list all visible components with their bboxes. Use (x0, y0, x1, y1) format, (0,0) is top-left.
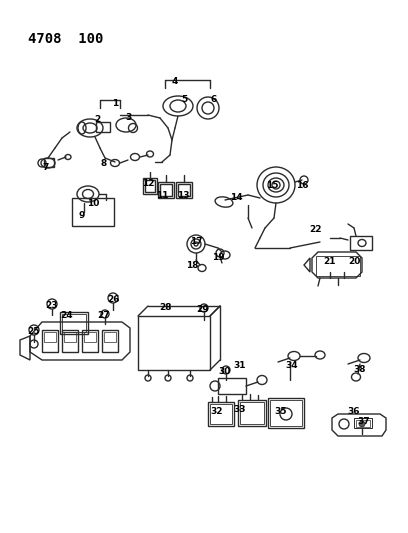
Text: 8: 8 (101, 159, 107, 168)
Bar (316, 256, 360, 276)
Text: 16: 16 (296, 181, 308, 190)
Text: 21: 21 (324, 257, 336, 266)
Text: 4: 4 (172, 77, 178, 86)
Circle shape (359, 421, 365, 427)
Text: 19: 19 (212, 253, 224, 262)
Bar (210, 404, 232, 424)
Bar (218, 378, 246, 394)
Text: 38: 38 (354, 365, 366, 374)
Bar (208, 402, 234, 426)
Text: 25: 25 (27, 327, 39, 336)
Text: 15: 15 (266, 181, 278, 190)
Text: 26: 26 (107, 295, 119, 304)
Bar (240, 402, 264, 424)
Text: 28: 28 (159, 303, 171, 311)
Bar (356, 420, 370, 427)
Bar (238, 400, 266, 426)
Text: 24: 24 (61, 311, 73, 320)
Bar (176, 182, 192, 198)
Bar (268, 398, 304, 428)
Text: 27: 27 (98, 311, 110, 320)
Text: 20: 20 (348, 257, 360, 266)
Text: 13: 13 (177, 191, 189, 200)
Text: 30: 30 (219, 367, 231, 376)
Text: 29: 29 (197, 305, 209, 314)
Text: 3: 3 (125, 112, 131, 122)
Bar (350, 236, 372, 250)
Text: 23: 23 (45, 301, 57, 310)
Text: 33: 33 (234, 406, 246, 415)
Bar (82, 330, 98, 352)
Text: 22: 22 (310, 225, 322, 235)
Text: 17: 17 (190, 238, 202, 246)
Text: 6: 6 (211, 95, 217, 104)
Bar (44, 332, 56, 342)
Text: 32: 32 (211, 408, 223, 416)
Bar (354, 418, 372, 428)
Bar (102, 330, 118, 352)
Bar (44, 158, 54, 167)
Bar (96, 122, 110, 132)
Text: 5: 5 (181, 95, 187, 104)
Bar (143, 178, 157, 194)
Text: 35: 35 (275, 408, 287, 416)
Bar (62, 330, 78, 352)
Bar (84, 332, 96, 342)
Text: 9: 9 (79, 211, 85, 220)
Text: 36: 36 (348, 408, 360, 416)
Text: 11: 11 (156, 191, 168, 200)
Bar (62, 314, 86, 332)
Bar (42, 330, 58, 352)
Bar (60, 312, 88, 334)
Text: 18: 18 (186, 261, 198, 270)
Text: 34: 34 (286, 361, 298, 370)
Text: 4708  100: 4708 100 (28, 32, 103, 46)
Text: 37: 37 (358, 417, 370, 426)
Bar (158, 182, 174, 198)
Text: 12: 12 (142, 180, 154, 189)
Text: 7: 7 (43, 164, 49, 173)
Bar (160, 184, 172, 196)
Text: 31: 31 (234, 361, 246, 370)
Bar (178, 184, 190, 196)
Bar (270, 400, 302, 426)
Bar (64, 332, 76, 342)
Text: 1: 1 (112, 99, 118, 108)
Bar (72, 198, 114, 226)
Bar (138, 316, 210, 370)
Text: 2: 2 (94, 116, 100, 125)
Text: 14: 14 (230, 193, 242, 203)
Bar (104, 332, 116, 342)
Bar (145, 180, 155, 192)
Text: 10: 10 (87, 199, 99, 208)
